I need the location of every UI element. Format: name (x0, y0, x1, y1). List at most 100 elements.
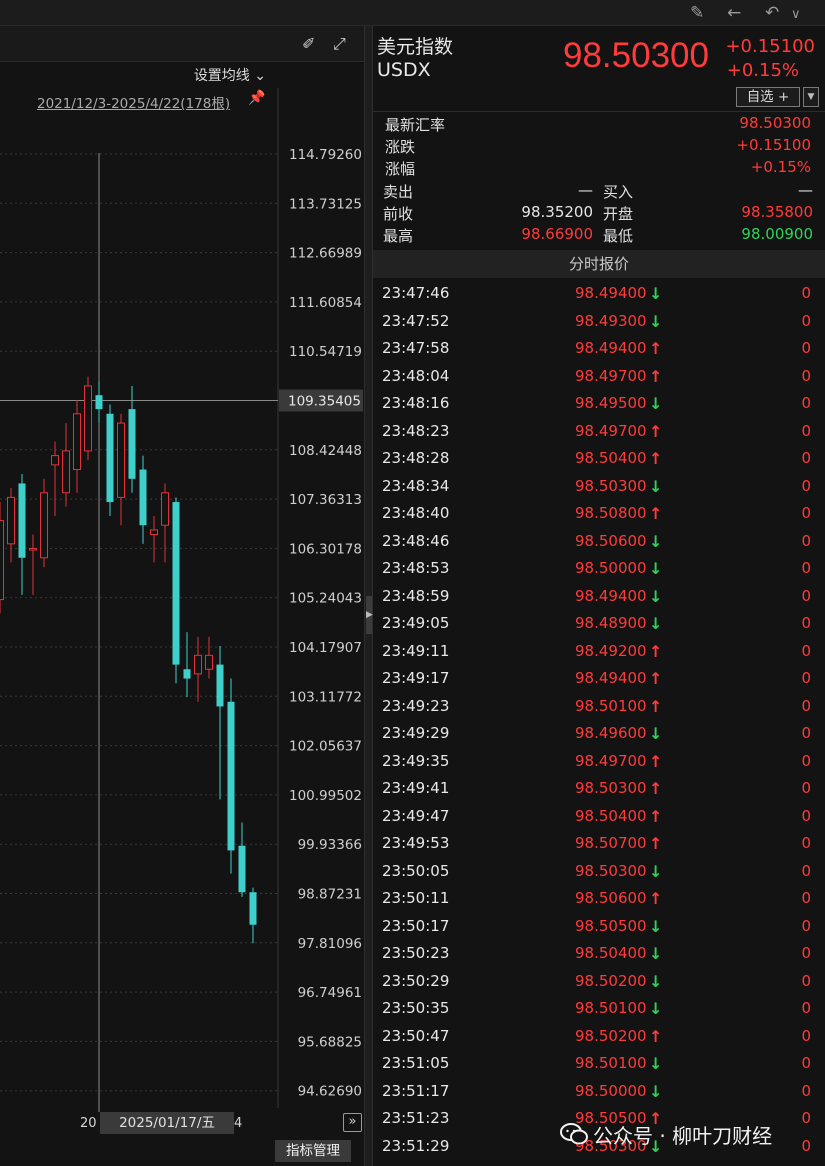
undo-icon[interactable]: ↶ (765, 3, 780, 23)
tick-volume: 0 (801, 1136, 811, 1155)
tick-volume: 0 (801, 586, 811, 605)
tick-row: 23:50:17 98.50500 ↓ 0 (373, 913, 825, 941)
top-toolbar: ✎ ← ↶ ∨ (0, 0, 825, 26)
tick-time: 23:49:23 (382, 696, 450, 715)
arrow-up-icon: ↑ (649, 449, 663, 468)
instrument-name: 美元指数 (377, 36, 454, 58)
tick-row: 23:51:29 98.50300 ↓ 0 (373, 1133, 825, 1161)
tick-price: 98.50400 (575, 449, 647, 467)
candle-body (51, 455, 59, 466)
tick-row: 23:50:29 98.50200 ↓ 0 (373, 968, 825, 996)
arrow-down-icon: ↓ (649, 476, 663, 496)
tick-row: 23:49:29 98.49600 ↓ 0 (373, 720, 825, 748)
tick-row: 23:47:46 98.49400 ↓ 0 (373, 280, 825, 308)
tick-time: 23:48:23 (382, 421, 450, 440)
tick-volume: 0 (801, 861, 811, 880)
y-tick-label: 98.87231 (298, 887, 362, 903)
tick-time: 23:47:46 (382, 284, 450, 302)
arrow-up-icon: ↑ (649, 1109, 663, 1128)
wechat-icon (560, 1123, 588, 1145)
arrow-down-icon: ↓ (649, 724, 663, 743)
tick-price: 98.49700 (575, 751, 647, 770)
price-change: +0.15100 (725, 36, 815, 57)
tick-price: 98.50300 (575, 861, 647, 880)
chevron-down-icon: ⌄ (254, 68, 266, 84)
stat-value: +0.15% (750, 158, 811, 176)
sell-label: 卖出 (383, 183, 414, 201)
arrow-down-icon: ↓ (649, 944, 663, 963)
tick-time: 23:47:58 (382, 339, 450, 357)
stat-label: 最新汇率 (385, 116, 446, 134)
tick-price: 98.49700 (575, 421, 647, 440)
tick-volume: 0 (801, 779, 811, 797)
fullscreen-icon[interactable]: ⤢ (333, 34, 346, 53)
crosshair-value-badge (279, 389, 363, 412)
tick-volume: 0 (801, 531, 811, 550)
high-label: 最高 (383, 227, 414, 245)
y-tick-label: 112.66989 (289, 246, 362, 262)
tick-row: 23:50:11 98.50600 ↑ 0 (373, 885, 825, 913)
stamp-icon[interactable]: ✎ (690, 3, 705, 23)
tick-time: 23:49:29 (382, 724, 450, 742)
pin-icon[interactable]: 📌 (248, 90, 266, 106)
tick-price: 98.50800 (575, 504, 647, 522)
tick-time: 23:48:34 (382, 476, 450, 495)
tick-time: 23:48:53 (382, 559, 450, 577)
scroll-right-button[interactable]: » (343, 1113, 362, 1132)
y-tick-label: 94.62690 (298, 1084, 362, 1100)
candle-body (95, 395, 103, 410)
tick-row: 23:49:53 98.50700 ↑ 0 (373, 830, 825, 858)
tick-row: 23:49:23 98.50100 ↑ 0 (373, 693, 825, 721)
watermark: 公众号 · 柳叶刀财经 (593, 1124, 773, 1148)
arrow-down-icon: ↓ (649, 531, 663, 551)
prev-close-label: 前收 (383, 205, 414, 223)
arrow-left-icon[interactable]: ← (727, 3, 742, 23)
low-label: 最低 (603, 227, 634, 245)
y-tick-label: 102.05637 (289, 739, 362, 755)
tick-row: 23:51:05 98.50100 ↓ 0 (373, 1050, 825, 1078)
brush-icon[interactable]: ✐ (302, 34, 316, 53)
prev-open-row: 前收 98.35200 开盘 98.35800 (373, 203, 825, 225)
chevron-down-icon[interactable]: ∨ (791, 7, 801, 22)
x-axis-label-right: 4 (234, 1116, 243, 1131)
tick-price: 98.49400 (575, 339, 647, 357)
tick-volume: 0 (801, 366, 811, 385)
ma-setting-dropdown[interactable]: 设置均线 ⌄ (194, 65, 266, 85)
stat-label: 涨跌 (385, 138, 416, 156)
stat-row: 最新汇率 98.50300 (373, 114, 825, 136)
arrow-down-icon: ↓ (649, 284, 663, 303)
candlestick-chart[interactable]: 114.79260 113.73125 112.66989 111.60854 110.… (0, 26, 364, 1166)
tick-time: 23:49:47 (382, 806, 450, 825)
add-watchlist-button[interactable]: 自选 + (736, 87, 800, 107)
tick-price: 98.50100 (575, 1054, 647, 1072)
quote-pane: 美元指数 USDX 98.50300 +0.15100 +0.15% 自选 + … (373, 26, 825, 1166)
candle-body (216, 664, 224, 707)
tick-row: 23:49:47 98.50400 ↑ 0 (373, 803, 825, 831)
indicator-manage-button[interactable]: 指标管理 (275, 1140, 351, 1162)
candle-body (0, 520, 4, 601)
tick-volume: 0 (801, 339, 811, 357)
tick-price: 98.50300 (575, 476, 647, 495)
stat-row: 涨幅 +0.15% (373, 158, 825, 180)
tick-time: 23:50:11 (382, 889, 450, 907)
buy-value: — (798, 181, 813, 199)
pane-splitter[interactable]: ▶ (364, 26, 373, 1166)
date-range-label[interactable]: 2021/12/3-2025/4/22(178根) (37, 96, 231, 112)
collapse-handle[interactable]: ▶ (366, 596, 373, 634)
tick-volume: 0 (801, 1054, 811, 1072)
candle-body (7, 496, 15, 545)
tick-price: 98.50200 (575, 971, 647, 990)
bid-ask-row: 卖出 — 买入 — (373, 181, 825, 203)
tick-row: 23:48:23 98.49700 ↑ 0 (373, 418, 825, 446)
watchlist-dropdown-button[interactable]: ▼ (803, 87, 819, 107)
tick-volume: 0 (801, 669, 811, 687)
tick-row: 23:50:23 98.50400 ↓ 0 (373, 940, 825, 968)
tick-price: 98.49500 (575, 394, 647, 412)
chart-toolbar: ✐ ⤢ (0, 26, 364, 62)
arrow-down-icon: ↓ (649, 999, 663, 1018)
tick-price: 98.50400 (575, 944, 647, 962)
tick-volume: 0 (801, 614, 811, 632)
tick-row: 23:48:40 98.50800 ↑ 0 (373, 500, 825, 528)
tick-price: 98.50700 (575, 834, 647, 852)
tick-row: 23:48:59 98.49400 ↓ 0 (373, 583, 825, 611)
